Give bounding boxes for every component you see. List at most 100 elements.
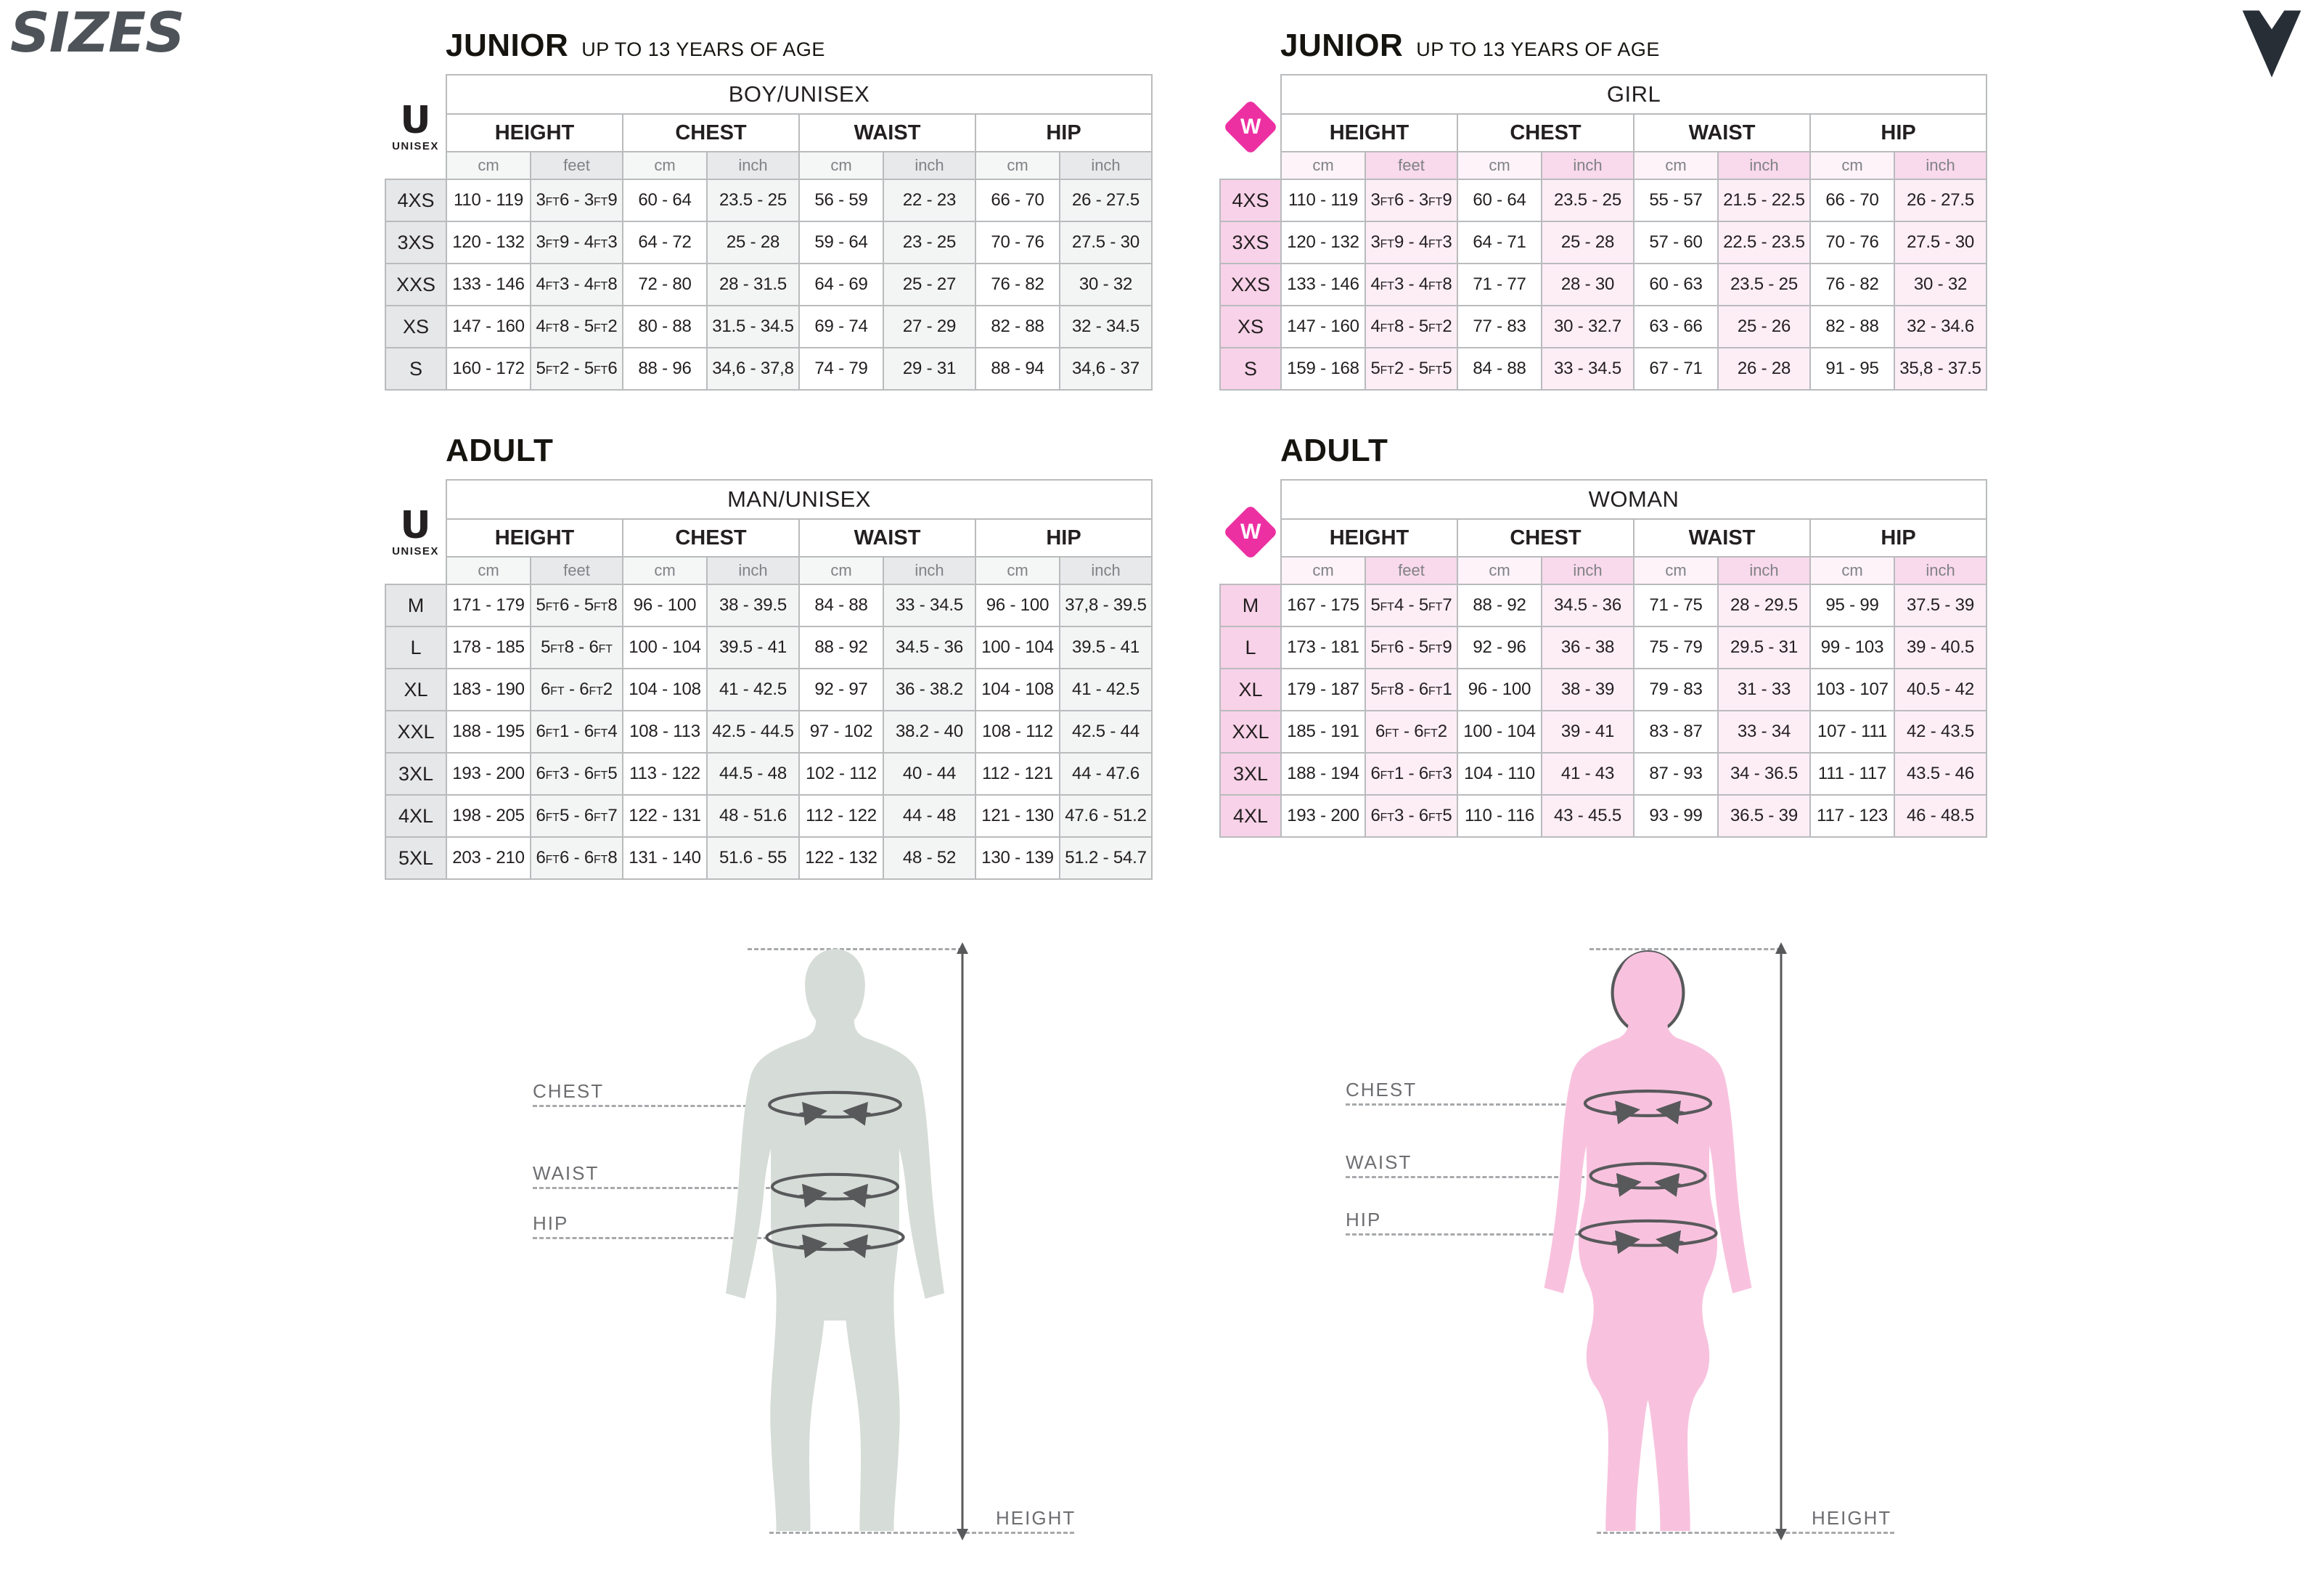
measurement-cell: 70 - 76 bbox=[975, 221, 1060, 264]
measurement-cell: 131 - 140 bbox=[622, 836, 708, 880]
measurement-cell: 38.2 - 40 bbox=[883, 710, 976, 754]
size-row: S 160 - 172 5FT2 - 5FT6 88 - 96 34,6 - 37,8 7… bbox=[385, 347, 1153, 391]
measurement-cell: 76 - 82 bbox=[1809, 263, 1895, 306]
size-label: 3XL bbox=[385, 752, 447, 796]
measurement-cell: 31 - 33 bbox=[1717, 668, 1811, 711]
measurement-cell: 193 - 200 bbox=[446, 752, 531, 796]
measurement-cell: 188 - 194 bbox=[1280, 752, 1366, 796]
size-row: L 178 - 185 5FT8 - 6FT 100 - 104 39.5 - 41 88… bbox=[385, 626, 1153, 669]
size-row: 3XS 120 - 132 3FT9 - 4FT3 64 - 71 25 - 28 57 … bbox=[1219, 221, 1988, 264]
woman-badge-icon: W bbox=[1222, 504, 1278, 560]
table-title: GIRL bbox=[1280, 74, 1988, 115]
measurement-cell: 66 - 70 bbox=[1809, 179, 1895, 222]
unit-header: inch bbox=[706, 151, 800, 180]
unit-header: cm bbox=[798, 556, 884, 585]
section-heading-adult-right: ADULT bbox=[1280, 433, 1986, 469]
measurement-cell: 30 - 32.7 bbox=[1541, 305, 1634, 348]
measurement-cell: 87 - 93 bbox=[1633, 752, 1719, 796]
size-label: XS bbox=[385, 305, 447, 348]
man-height-arrow-icon bbox=[957, 942, 968, 1540]
measurement-cell: 121 - 130 bbox=[975, 794, 1060, 838]
column-group-header: WAIST bbox=[798, 518, 976, 558]
section-subtitle: UP TO 13 YEARS OF AGE bbox=[581, 38, 825, 60]
measurement-cell: 6FT3 - 6FT5 bbox=[1364, 794, 1458, 838]
column-group-header: CHEST bbox=[1457, 113, 1634, 152]
measurement-cell: 51.6 - 55 bbox=[706, 836, 800, 880]
measurement-cell: 43.5 - 46 bbox=[1893, 752, 1988, 796]
size-table-boy-unisex: U UNISEX BOY/UNISEX HEIGHT CHEST WAIST HIP cm fe… bbox=[385, 74, 1153, 391]
unit-header: cm bbox=[1809, 556, 1895, 585]
measurement-cell: 88 - 92 bbox=[1457, 584, 1542, 627]
size-row: 3XS 120 - 132 3FT9 - 4FT3 64 - 72 25 - 28 59 … bbox=[385, 221, 1153, 264]
measurement-cell: 32 - 34.6 bbox=[1893, 305, 1988, 348]
unit-header: feet bbox=[530, 556, 623, 585]
measurement-cell: 6FT6 - 6FT8 bbox=[530, 836, 623, 880]
size-label: S bbox=[385, 347, 447, 391]
size-row: 4XL 193 - 200 6FT3 - 6FT5 110 - 116 43 - 45.… bbox=[1219, 794, 1988, 838]
unit-header: cm bbox=[1280, 556, 1366, 585]
measurement-cell: 37,8 - 39.5 bbox=[1058, 584, 1153, 627]
size-tables: JUNIOR UP TO 13 YEARS OF AGE U UNISEX BOY/… bbox=[385, 28, 1988, 880]
measurement-cell: 22 - 23 bbox=[883, 179, 976, 222]
unisex-badge-label: UNISEX bbox=[392, 140, 439, 152]
measurement-cell: 198 - 205 bbox=[446, 794, 531, 838]
measurement-cell: 110 - 116 bbox=[1457, 794, 1542, 838]
measurement-cell: 100 - 104 bbox=[975, 626, 1060, 669]
measurement-cell: 32 - 34.5 bbox=[1059, 305, 1153, 348]
measurement-cell: 107 - 111 bbox=[1809, 710, 1895, 754]
measurement-cell: 21.5 - 22.5 bbox=[1717, 179, 1811, 222]
table-corner: W bbox=[1220, 75, 1281, 179]
column-group-header: HIP bbox=[975, 113, 1153, 152]
measurement-cell: 4FT8 - 5FT2 bbox=[530, 305, 623, 348]
measurement-cell: 44 - 47.6 bbox=[1058, 752, 1153, 796]
unisex-badge-letter: U bbox=[400, 99, 431, 142]
measurement-cell: 133 - 146 bbox=[446, 263, 531, 306]
man-silhouette-icon bbox=[725, 949, 945, 1531]
measurement-cell: 33 - 34.5 bbox=[883, 584, 976, 627]
woman-waist-line bbox=[1346, 1176, 1591, 1178]
right-column: JUNIOR UP TO 13 YEARS OF AGE W GIRL HEIGHT… bbox=[1219, 28, 1988, 880]
measurement-cell: 75 - 79 bbox=[1633, 626, 1719, 669]
measurement-cell: 113 - 122 bbox=[622, 752, 708, 796]
measurement-cell: 47.6 - 51.2 bbox=[1058, 794, 1153, 838]
measurement-rings-icon bbox=[1578, 1089, 1718, 1254]
measurement-cell: 91 - 95 bbox=[1809, 347, 1895, 391]
size-label: 4XL bbox=[385, 794, 447, 838]
size-label: L bbox=[1219, 626, 1282, 669]
measurement-cell: 23.5 - 25 bbox=[1541, 179, 1634, 222]
measurement-cell: 5FT2 - 5FT6 bbox=[530, 347, 623, 391]
size-row: 4XS 110 - 119 3FT6 - 3FT9 60 - 64 23.5 - 25 5… bbox=[1219, 179, 1988, 222]
measurement-cell: 88 - 96 bbox=[622, 347, 708, 391]
size-row: L 173 - 181 5FT6 - 5FT9 92 - 96 36 - 38 75 - … bbox=[1219, 626, 1988, 669]
measurement-cell: 120 - 132 bbox=[446, 221, 531, 264]
measurement-cell: 26 - 27.5 bbox=[1893, 179, 1988, 222]
size-table-man-unisex: U UNISEX MAN/UNISEX HEIGHT CHEST WAIST HIP cm fe… bbox=[385, 479, 1153, 880]
left-column: JUNIOR UP TO 13 YEARS OF AGE U UNISEX BOY/… bbox=[385, 28, 1153, 880]
measurement-cell: 110 - 119 bbox=[446, 179, 531, 222]
table-title: BOY/UNISEX bbox=[446, 74, 1153, 115]
measurement-cell: 6FT - 6FT2 bbox=[530, 668, 623, 711]
measurement-cell: 33 - 34.5 bbox=[1541, 347, 1634, 391]
section-title: ADULT bbox=[446, 433, 554, 468]
measurement-cell: 95 - 99 bbox=[1809, 584, 1895, 627]
measurement-cell: 60 - 64 bbox=[1457, 179, 1542, 222]
measurement-cell: 36.5 - 39 bbox=[1717, 794, 1811, 838]
unit-header: inch bbox=[883, 151, 976, 180]
unisex-badge-letter: U bbox=[400, 504, 431, 547]
measurement-cell: 112 - 122 bbox=[798, 794, 884, 838]
size-row: 5XL 203 - 210 6FT6 - 6FT8 131 - 140 51.6 - 5… bbox=[385, 836, 1153, 880]
measurement-cell: 33 - 34 bbox=[1717, 710, 1811, 754]
measurement-cell: 28 - 30 bbox=[1541, 263, 1634, 306]
unisex-badge-icon: U UNISEX bbox=[385, 507, 446, 557]
table-corner: U UNISEX bbox=[385, 480, 446, 584]
man-body-shape bbox=[725, 949, 945, 1531]
unisex-badge-label: UNISEX bbox=[392, 545, 439, 558]
table-girl: W GIRL HEIGHT CHEST WAIST HIP cm feet cm inch cm in… bbox=[1219, 74, 1988, 391]
measurement-cell: 82 - 88 bbox=[975, 305, 1060, 348]
measurement-cell: 48 - 51.6 bbox=[706, 794, 800, 838]
measurement-cell: 46 - 48.5 bbox=[1893, 794, 1988, 838]
measurement-cell: 104 - 110 bbox=[1457, 752, 1542, 796]
size-row: XS 147 - 160 4FT8 - 5FT2 77 - 83 30 - 32.7 63… bbox=[1219, 305, 1988, 348]
unit-header: inch bbox=[706, 556, 800, 585]
